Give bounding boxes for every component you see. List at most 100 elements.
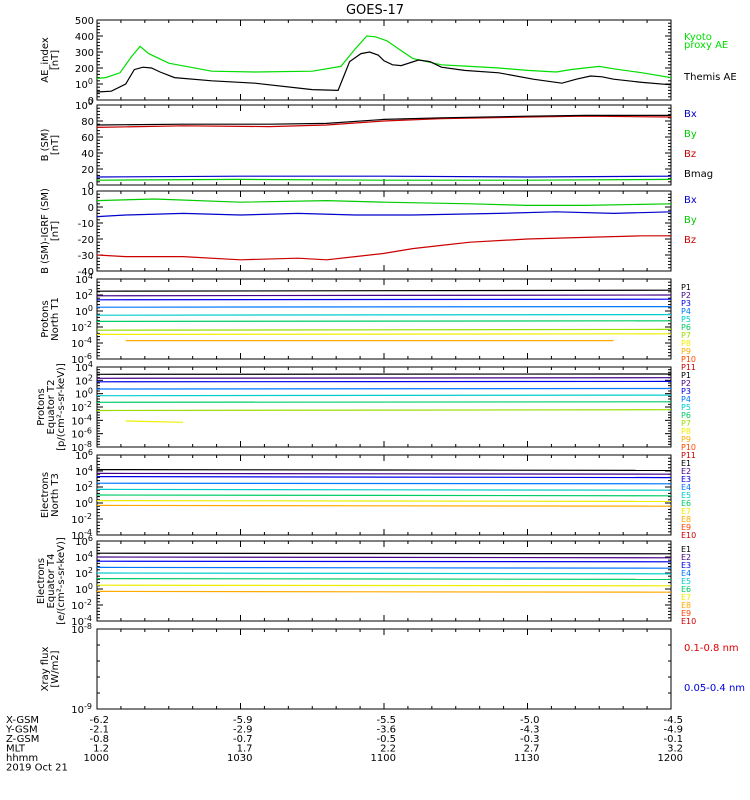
legend-e3: E3 [681, 475, 691, 484]
legend-p6: P6 [681, 411, 691, 420]
ephem-value: 1030 [227, 753, 252, 764]
legend-p9: P9 [681, 435, 691, 444]
legend-e10: E10 [681, 531, 696, 540]
ephem-value: -0.1 [663, 734, 683, 745]
y-tick-label: 500 [75, 16, 94, 27]
series-e1-e8 [96, 504, 672, 507]
series-p2-p8 [125, 420, 184, 423]
ephem-value: -5.5 [376, 715, 396, 726]
y-tick-label: 102 [75, 480, 93, 494]
series-e1-e4 [96, 482, 672, 485]
legend-p7: P7 [681, 419, 691, 428]
ephem-value: 1200 [658, 753, 683, 764]
series-e2-e5 [96, 572, 672, 575]
y-tick-label: 10-4 [71, 528, 92, 542]
y-tick-label: 106 [75, 448, 93, 462]
ephem-value: 1130 [514, 753, 539, 764]
legend-e1: E1 [681, 545, 691, 554]
legend-themis-ae: Themis AE [683, 72, 737, 83]
series-e1-e5 [96, 488, 672, 491]
legend-e7: E7 [681, 507, 691, 516]
y-tick-label: 10-6 [71, 427, 92, 441]
legend-e6: E6 [681, 585, 691, 594]
legend-p8: P8 [681, 339, 691, 348]
y-axis-label: Electrons [36, 558, 47, 604]
y-tick-label: 102 [75, 288, 93, 302]
legend-p4: P4 [681, 307, 691, 316]
ephem-value: -4.5 [663, 715, 683, 726]
legend-by: By [684, 129, 697, 140]
ephem-value: 2.2 [380, 744, 396, 755]
series-e1-e7 [96, 500, 672, 502]
series-bigrf-by [96, 198, 672, 206]
series-p1-p7 [96, 328, 672, 331]
series-p1-p4 [96, 306, 672, 308]
y-axis-label: Xray flux [40, 647, 51, 692]
y-tick-label: 200 [75, 64, 94, 75]
legend-p1: P1 [681, 371, 691, 380]
legend-e5: E5 [681, 491, 691, 500]
panel-frame [96, 190, 672, 272]
legend-e3: E3 [681, 561, 691, 570]
y-tick-label: 20 [81, 165, 94, 176]
series-p2-p5 [96, 394, 672, 397]
y-tick-label: -40 [78, 267, 94, 278]
series-e2-e4 [96, 566, 672, 569]
y-axis-label: North T1 [50, 297, 61, 341]
y-tick-label: 104 [75, 360, 93, 374]
y-axis-label: AE_index [40, 37, 51, 83]
y-axis-label: Equator T4 [46, 554, 57, 609]
y-tick-label: 10-2 [71, 400, 92, 414]
y-tick-label: 60 [81, 133, 94, 144]
panel-e2: 10-4 10-2 100 102 104 106 Electrons Equator T4[… [36, 534, 696, 628]
y-tick-label: 100 [75, 77, 93, 91]
legend-p11: P11 [681, 451, 696, 460]
series-e2-e3 [96, 560, 672, 563]
y-axis-label: Electrons [40, 472, 51, 518]
y-tick-label: 80 [81, 117, 94, 128]
series-bsm-bx [96, 175, 672, 178]
series-bigrf-bx [96, 211, 672, 218]
ephem-label-z-gsm: Z-GSM [6, 734, 39, 745]
legend-p10: P10 [681, 443, 696, 452]
series-p1-p8 [96, 333, 672, 335]
series-p1-p6 [96, 320, 672, 322]
y-axis-label: [nT] [50, 50, 61, 70]
y-tick-label: 106 [75, 534, 93, 548]
panel-frame [96, 628, 672, 710]
series-p2-p6 [96, 401, 672, 403]
series-e1-e2 [96, 472, 672, 475]
legend-p10: P10 [681, 355, 696, 364]
series-p1-p5 [96, 314, 672, 316]
y-tick-label: 104 [75, 272, 93, 286]
ephem-label-x-gsm: X-GSM [6, 715, 39, 726]
series-e2-e6 [96, 577, 672, 581]
y-tick-label: 10-6 [71, 352, 92, 366]
y-tick-label: 0 [88, 203, 94, 214]
series-p2-p4 [96, 387, 672, 390]
series-p2-p7 [96, 409, 672, 412]
y-axis-label: Protons [36, 388, 47, 425]
y-tick-label: 104 [75, 550, 93, 564]
y-tick-label: 100 [75, 496, 93, 510]
y-tick-label: -30 [78, 251, 94, 262]
legend-p11: P11 [681, 363, 696, 372]
legend-0-1-0-8-nm: 0.1-0.8 nm [684, 643, 739, 654]
y-tick-label: 104 [75, 464, 93, 478]
ephem-value: -2.9 [233, 725, 253, 736]
legend-p3: P3 [681, 387, 691, 396]
y-tick-label: 102 [75, 566, 93, 580]
series-e2-e8 [96, 590, 672, 593]
y-tick-label: 100 [75, 98, 93, 112]
panel-p1: 10-6 10-4 10-2 100 102 104 Protons North T1 P1P2… [40, 272, 696, 372]
series-bigrf-bz [96, 235, 671, 261]
legend-p1: P1 [681, 283, 691, 292]
y-axis-label: North T3 [50, 473, 61, 517]
date-label: 2019 Oct 21 [6, 763, 68, 774]
y-tick-label: 10-8 [71, 440, 92, 454]
ephem-label-y-gsm: Y-GSM [5, 725, 38, 736]
legend-bx: Bx [684, 109, 697, 120]
legend-p2: P2 [681, 379, 691, 388]
